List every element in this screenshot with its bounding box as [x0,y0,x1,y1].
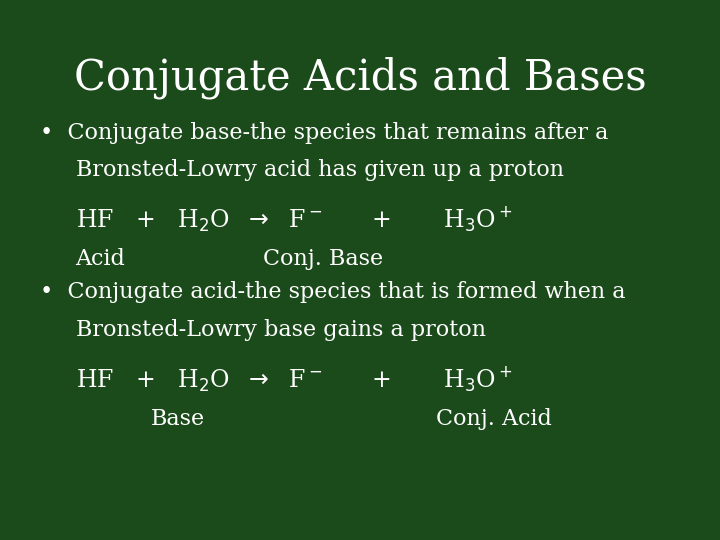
Text: Bronsted-Lowry base gains a proton: Bronsted-Lowry base gains a proton [76,319,485,341]
Text: Bronsted-Lowry acid has given up a proton: Bronsted-Lowry acid has given up a proto… [76,159,564,181]
Text: Acid: Acid [76,248,125,271]
Text: •  Conjugate acid-the species that is formed when a: • Conjugate acid-the species that is for… [40,281,625,303]
Text: Conjugate Acids and Bases: Conjugate Acids and Bases [73,57,647,99]
Text: HF   +   H$_2$O  $\rightarrow$  F$^-$      +       H$_3$O$^+$: HF + H$_2$O $\rightarrow$ F$^-$ + H$_3$O… [76,364,512,394]
Text: Base: Base [151,408,205,430]
Text: •  Conjugate base-the species that remains after a: • Conjugate base-the species that remain… [40,122,608,144]
Text: HF   +   H$_2$O  $\rightarrow$  F$^-$      +       H$_3$O$^+$: HF + H$_2$O $\rightarrow$ F$^-$ + H$_3$O… [76,205,512,234]
Text: Conj. Acid: Conj. Acid [436,408,552,430]
Text: Conj. Base: Conj. Base [263,248,383,271]
